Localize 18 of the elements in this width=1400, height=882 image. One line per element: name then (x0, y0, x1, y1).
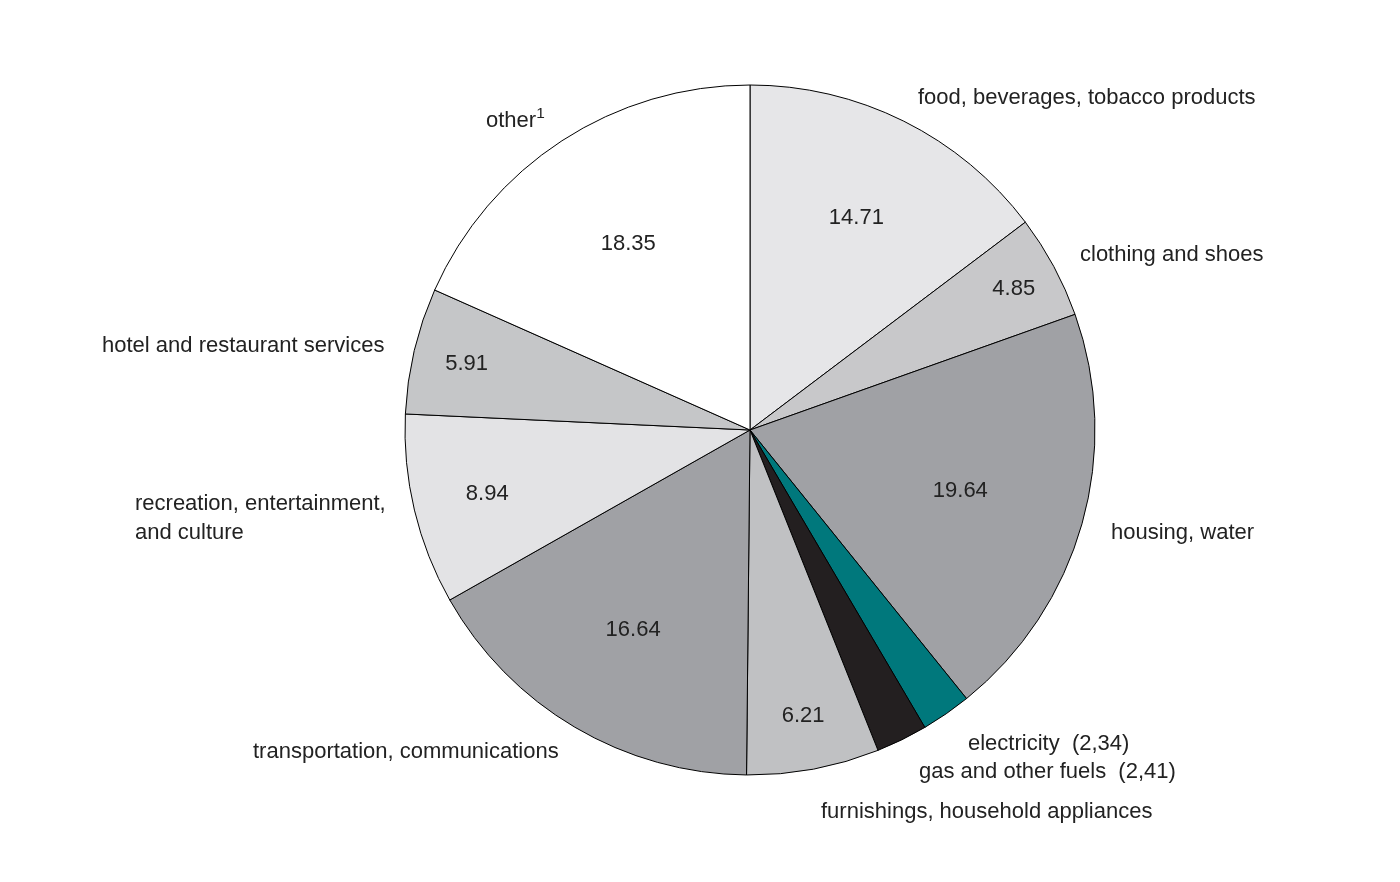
data-label: 14.71 (828, 203, 884, 229)
slice-label: electricity (2,34) (968, 730, 1130, 755)
slice-label: furnishings, household appliances (821, 798, 1153, 823)
data-label: 18.35 (600, 230, 656, 256)
slice-label: hotel and restaurant services (102, 332, 385, 357)
slice-label: housing, water (1111, 519, 1255, 544)
data-label: 6.21 (781, 701, 825, 727)
slice-label: food, beverages, tobacco products (918, 84, 1256, 109)
data-label: 5.91 (445, 350, 488, 376)
data-label: 19.64 (932, 476, 988, 502)
slice-label: other$^{1}$ (486, 104, 545, 133)
data-label: 4.85 (992, 275, 1036, 301)
slice-label: transportation, communications (253, 738, 559, 763)
slice-label: recreation, entertainment, and culture (135, 490, 386, 544)
slice-label: gas and other fuels (2,41) (919, 758, 1176, 783)
slice-label: clothing and shoes (1080, 241, 1264, 266)
data-label: 8.94 (465, 480, 509, 506)
data-label: 16.64 (605, 615, 661, 641)
